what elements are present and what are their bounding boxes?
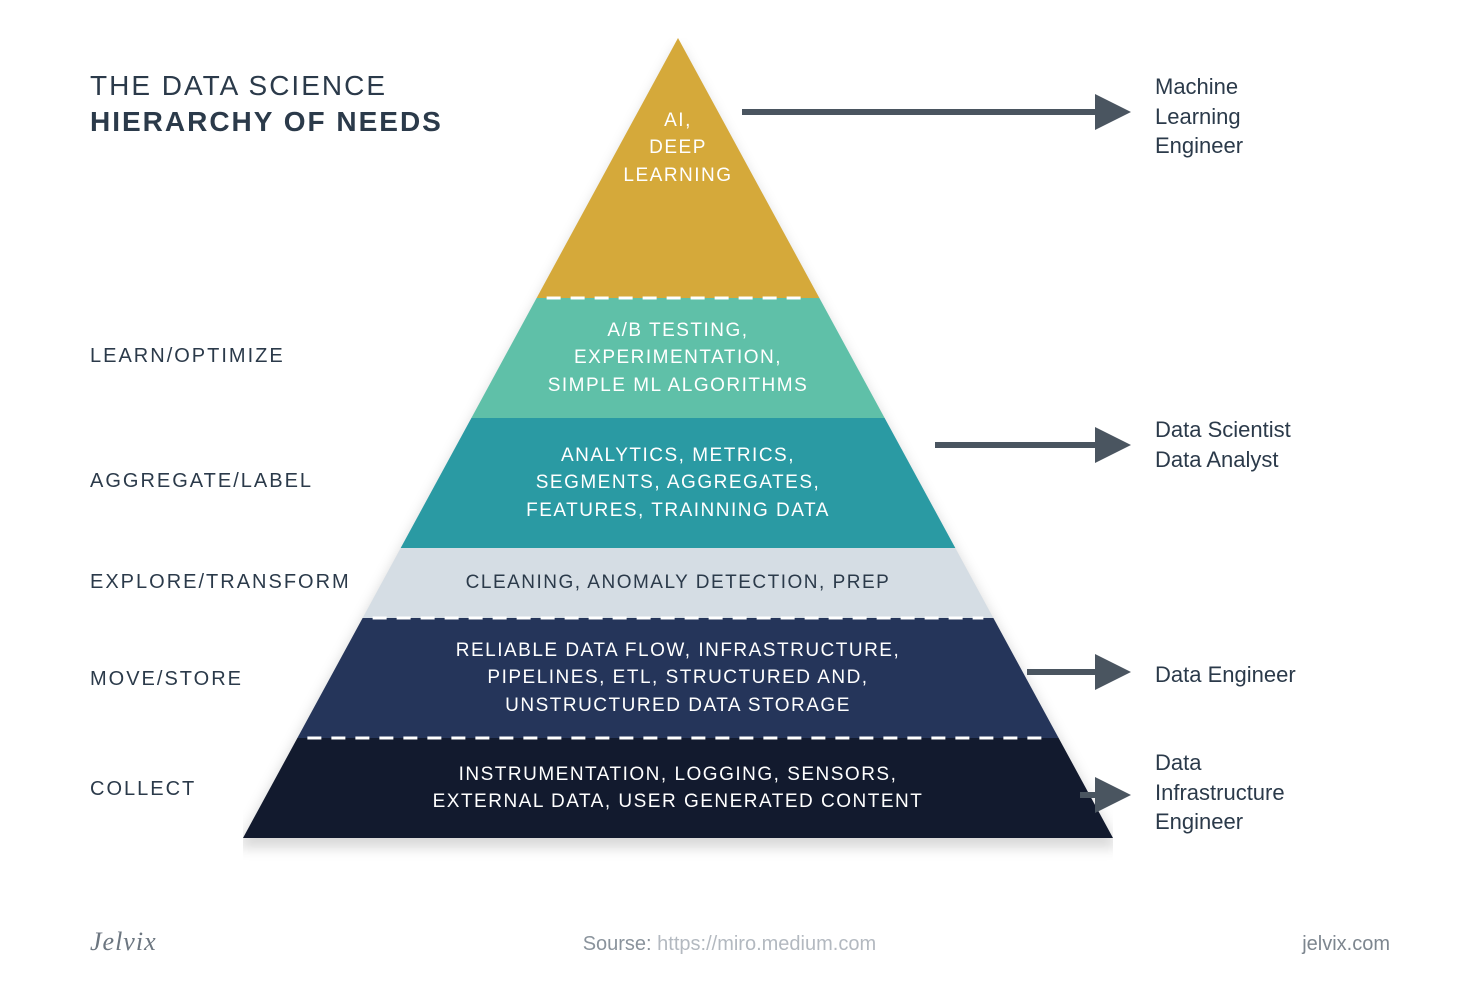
brand-logo: Jelvix <box>90 927 157 957</box>
pyramid-text-aggregate: ANALYTICS, METRICS,SEGMENTS, AGGREGATES,… <box>243 442 1113 525</box>
pyramid-diagram: INSTRUMENTATION, LOGGING, SENSORS,EXTERN… <box>243 38 1113 874</box>
right-label-data-engineer: Data Engineer <box>1155 660 1296 690</box>
footer: Jelvix Sourse: https://miro.medium.com j… <box>90 927 1390 957</box>
right-label-ml-engineer: MachineLearningEngineer <box>1155 72 1243 161</box>
source-label: Sourse: <box>583 933 657 955</box>
pyramid-text-move: RELIABLE DATA FLOW, INFRASTRUCTURE,PIPEL… <box>243 637 1113 720</box>
pyramid-text-learn: A/B TESTING,EXPERIMENTATION,SIMPLE ML AL… <box>243 317 1113 400</box>
site-url: jelvix.com <box>1302 933 1390 956</box>
right-label-data-infra: DataInfrastructureEngineer <box>1155 748 1285 837</box>
left-label-move-store: MOVE/STORE <box>90 668 243 691</box>
pyramid-text-ai: AI,DEEPLEARNING <box>243 107 1113 190</box>
pyramid-text-explore: CLEANING, ANOMALY DETECTION, PREP <box>243 569 1113 597</box>
source-citation: Sourse: https://miro.medium.com <box>583 933 876 956</box>
pyramid-text-collect: INSTRUMENTATION, LOGGING, SENSORS,EXTERN… <box>243 761 1113 816</box>
right-label-data-scientist: Data ScientistData Analyst <box>1155 415 1291 474</box>
source-url: https://miro.medium.com <box>657 933 876 955</box>
left-label-collect-label: COLLECT <box>90 778 196 801</box>
